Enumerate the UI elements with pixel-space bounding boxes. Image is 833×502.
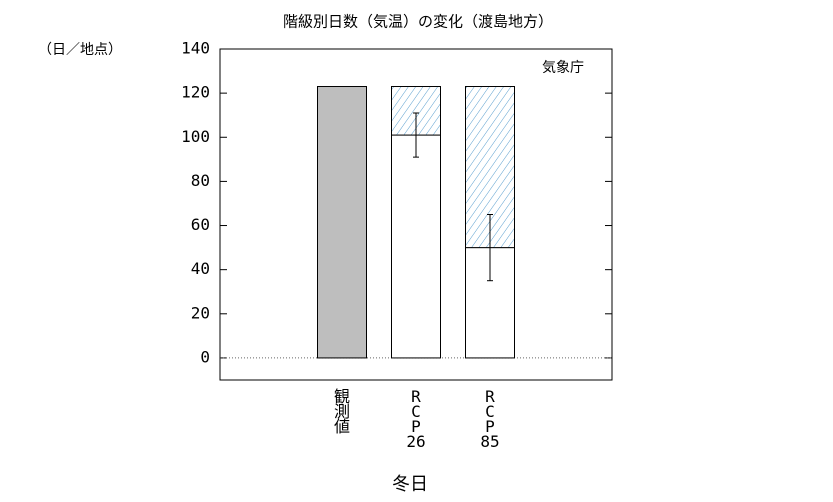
y-tick-label: 80 (191, 171, 210, 190)
x-tick-label: R C P 26 (406, 387, 425, 451)
y-tick-label: 120 (181, 83, 210, 102)
bar (391, 134, 441, 359)
y-axis-label: （日／地点） (38, 42, 122, 58)
y-tick-label: 0 (200, 347, 210, 366)
y-tick-label: 20 (191, 303, 210, 322)
annotation: 気象庁 (542, 60, 584, 76)
plot-frame (219, 48, 613, 381)
chart-title: 階級別日数（気温）の変化（渡島地方） (283, 13, 553, 31)
x-axis-label: 冬日 (392, 474, 428, 495)
bar (317, 86, 367, 359)
y-tick-label: 140 (181, 39, 210, 58)
error-bar (487, 214, 493, 282)
y-tick-label: 40 (191, 259, 210, 278)
error-bar (413, 112, 419, 158)
x-tick-label: 観測値 (334, 387, 350, 436)
x-tick-label: R C P 85 (480, 387, 499, 451)
y-tick-label: 100 (181, 127, 210, 146)
y-tick-label: 60 (191, 215, 210, 234)
